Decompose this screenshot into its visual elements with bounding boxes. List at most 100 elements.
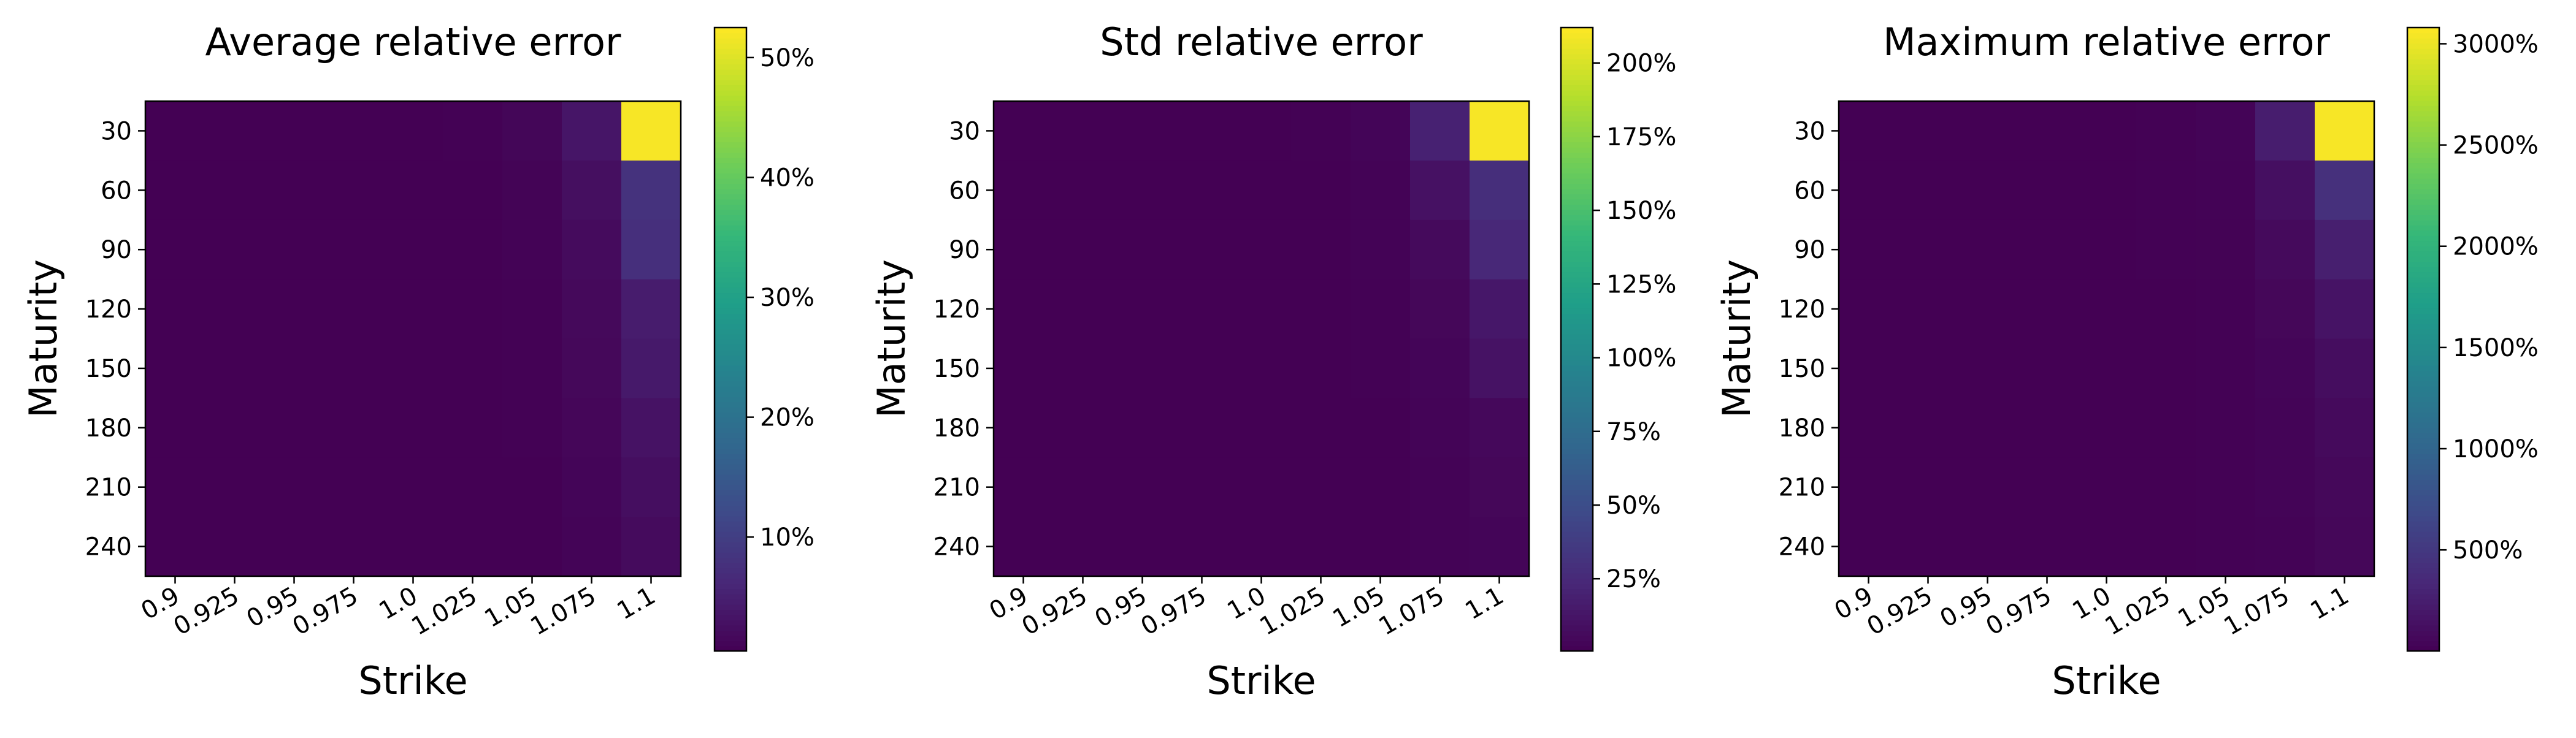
heatmap-cell bbox=[443, 338, 503, 398]
colorbar-segment bbox=[715, 100, 746, 106]
y-tick-label: 240 bbox=[933, 533, 980, 561]
colorbar-segment bbox=[1561, 645, 1593, 652]
colorbar-segment bbox=[2407, 562, 2439, 569]
heatmap-cell bbox=[1410, 398, 1470, 458]
colorbar-segment bbox=[715, 152, 746, 158]
colorbar-segment bbox=[1561, 609, 1593, 615]
heatmap-cell bbox=[1839, 101, 1899, 161]
colorbar-segment bbox=[2407, 381, 2439, 387]
heatmap-cell bbox=[264, 279, 324, 340]
heatmap-cell bbox=[264, 398, 324, 458]
colorbar-segment bbox=[715, 225, 746, 231]
colorbar-segment bbox=[1561, 329, 1593, 335]
colorbar-segment bbox=[2407, 219, 2439, 226]
colorbar-segment bbox=[2407, 547, 2439, 553]
heatmap-cell bbox=[1470, 219, 1530, 280]
heatmap-cell bbox=[324, 338, 384, 398]
colorbar-segment bbox=[1561, 225, 1593, 231]
heatmap-cell bbox=[2255, 160, 2315, 221]
heatmap-cell bbox=[1958, 279, 2018, 340]
colorbar-segment bbox=[715, 599, 746, 605]
colorbar-segment bbox=[1561, 588, 1593, 595]
heatmap-cell bbox=[2315, 517, 2375, 577]
heatmap-cell bbox=[2136, 517, 2196, 577]
colorbar-segment bbox=[2407, 313, 2439, 319]
colorbar-segment bbox=[1561, 531, 1593, 538]
heatmap-cell bbox=[1172, 279, 1232, 340]
heatmap-cell bbox=[1470, 160, 1530, 221]
heatmap-cell bbox=[383, 160, 443, 221]
heatmap-cell bbox=[1172, 457, 1232, 517]
heatmap-cell bbox=[502, 457, 562, 517]
heatmap-cell bbox=[994, 219, 1054, 280]
heatmap-cell bbox=[1053, 279, 1113, 340]
colorbar-segment bbox=[1561, 64, 1593, 70]
colorbar-segment bbox=[1561, 495, 1593, 501]
colorbar-segment bbox=[715, 448, 746, 454]
y-tick-label: 180 bbox=[85, 414, 132, 443]
heatmap-cell bbox=[1839, 517, 1899, 577]
colorbar-segment bbox=[2407, 349, 2439, 356]
y-tick-label: 90 bbox=[1794, 236, 1825, 264]
colorbar-segment bbox=[2407, 48, 2439, 55]
colorbar-segment bbox=[1561, 235, 1593, 242]
colorbar-segment bbox=[1561, 401, 1593, 408]
colorbar-segment bbox=[2407, 557, 2439, 563]
colorbar-segment bbox=[2407, 484, 2439, 491]
colorbar-segment bbox=[2407, 495, 2439, 501]
colorbar-segment bbox=[715, 110, 746, 116]
colorbar-segment bbox=[2407, 526, 2439, 532]
colorbar-segment bbox=[1561, 287, 1593, 294]
colorbar-segment bbox=[1561, 625, 1593, 631]
colorbar-segment bbox=[1561, 162, 1593, 169]
colorbar-segment bbox=[715, 292, 746, 299]
colorbar-segment bbox=[2407, 344, 2439, 351]
colorbar-segment bbox=[2407, 365, 2439, 371]
colorbar-segment bbox=[2407, 583, 2439, 590]
colorbar-segment bbox=[715, 48, 746, 55]
colorbar-tick-label: 75% bbox=[1606, 418, 1661, 446]
colorbar-segment bbox=[2407, 339, 2439, 345]
heatmap-cell bbox=[1410, 101, 1470, 161]
colorbar-segment bbox=[2407, 276, 2439, 283]
colorbar-segment bbox=[2407, 297, 2439, 303]
heatmap-cell bbox=[1232, 101, 1292, 161]
colorbar-segment bbox=[2407, 375, 2439, 382]
heatmap-cell bbox=[205, 517, 265, 577]
colorbar-segment bbox=[715, 266, 746, 273]
colorbar-segment bbox=[2407, 401, 2439, 408]
heatmap-cell bbox=[1470, 517, 1530, 577]
heatmap-cell bbox=[1113, 517, 1173, 577]
colorbar-segment bbox=[1561, 536, 1593, 542]
heatmap-cell bbox=[264, 338, 324, 398]
heatmap-cell bbox=[1898, 279, 1958, 340]
colorbar-segment bbox=[1561, 43, 1593, 49]
colorbar-segment bbox=[715, 458, 746, 465]
x-tick-label: 1.1 bbox=[2306, 582, 2353, 626]
colorbar-segment bbox=[2407, 209, 2439, 215]
colorbar-segment bbox=[715, 370, 746, 376]
heatmap-cell bbox=[1291, 517, 1351, 577]
heatmap-cell bbox=[2077, 279, 2137, 340]
colorbar-segment bbox=[2407, 630, 2439, 636]
colorbar-tick-label: 500% bbox=[2453, 536, 2523, 565]
heatmap-cell bbox=[2136, 219, 2196, 280]
heatmap-cell bbox=[2077, 517, 2137, 577]
colorbar-segment bbox=[2407, 245, 2439, 252]
colorbar-segment bbox=[1561, 282, 1593, 288]
heatmap-cell bbox=[2315, 279, 2375, 340]
heatmap-cell bbox=[2077, 398, 2137, 458]
colorbar-tick-label: 30% bbox=[760, 284, 815, 312]
colorbar-segment bbox=[2407, 370, 2439, 376]
colorbar-tick-label: 100% bbox=[1606, 344, 1676, 373]
colorbar-segment bbox=[1561, 396, 1593, 402]
colorbar-segment bbox=[1561, 635, 1593, 641]
colorbar-segment bbox=[2407, 422, 2439, 428]
colorbar-segment bbox=[715, 251, 746, 257]
colorbar-segment bbox=[1561, 474, 1593, 481]
colorbar-segment bbox=[1561, 583, 1593, 590]
heatmap-cell bbox=[2315, 101, 2375, 161]
colorbar-frame bbox=[2406, 26, 2440, 652]
heatmap-cell bbox=[264, 101, 324, 161]
colorbar-segment bbox=[715, 484, 746, 491]
